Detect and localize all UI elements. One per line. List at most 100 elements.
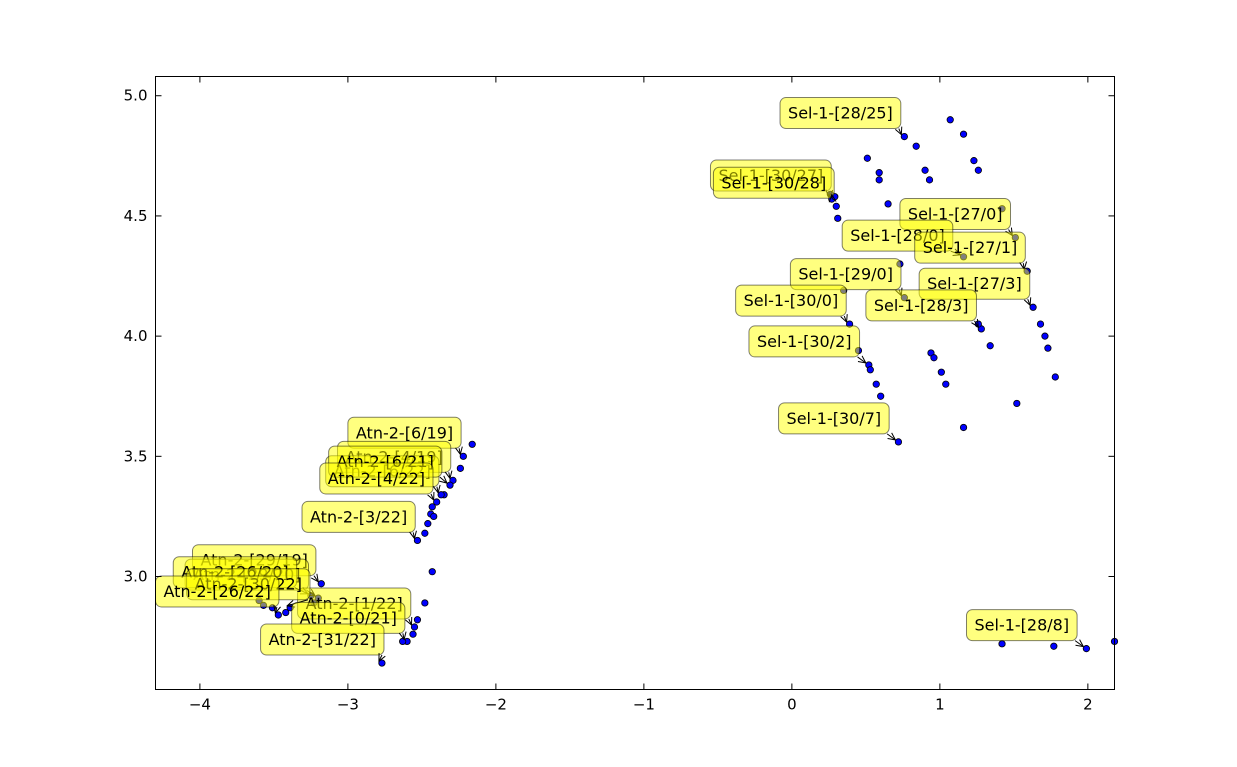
x-tick-label: −2 xyxy=(485,696,507,714)
annotation-box xyxy=(712,166,835,199)
annotation-arrowhead xyxy=(840,314,848,324)
annotation-arrow xyxy=(1074,640,1084,648)
data-point xyxy=(468,440,476,448)
data-point xyxy=(959,423,968,432)
data-point xyxy=(863,154,871,162)
data-point xyxy=(900,132,908,141)
y-tick-label: 5.0 xyxy=(124,87,148,105)
annotation-box xyxy=(914,231,1026,264)
annotation-arrow xyxy=(313,575,319,583)
data-point xyxy=(877,392,885,400)
data-point xyxy=(946,116,954,124)
data-point xyxy=(959,130,968,138)
annotation-arrowhead xyxy=(427,491,435,502)
data-point xyxy=(446,481,454,489)
x-tick-label: −3 xyxy=(337,696,359,714)
data-point xyxy=(937,368,945,376)
data-point xyxy=(921,166,929,174)
annotation-label: Atn-2-[31/22] xyxy=(269,630,376,649)
data-point xyxy=(456,464,464,472)
y-tick-label: 3.0 xyxy=(124,568,148,586)
data-point xyxy=(430,512,438,521)
y-tick-label: 4.0 xyxy=(124,327,148,345)
annotation-arrowhead xyxy=(887,432,897,441)
annotation: Atn-2-[31/22] xyxy=(260,623,386,663)
annotation-box xyxy=(319,462,434,495)
annotation-arrow xyxy=(857,356,867,364)
annotation-box xyxy=(735,284,847,317)
annotation: Sel-1-[30/0] xyxy=(735,284,848,324)
annotation: Sel-1-[29/0] xyxy=(789,258,903,297)
data-point xyxy=(875,169,883,177)
annotation-label: Atn-2-[4/22] xyxy=(328,469,425,488)
annotation-arrowhead xyxy=(378,653,386,663)
annotation-arrow xyxy=(974,320,979,328)
annotation: Sel-1-[30/2] xyxy=(748,325,867,364)
annotation-arrowhead xyxy=(971,318,979,328)
annotation-arrowhead xyxy=(398,631,407,641)
data-point xyxy=(912,142,920,150)
annotation-arrowhead xyxy=(1023,297,1032,307)
data-point xyxy=(413,536,422,545)
data-point xyxy=(282,608,290,617)
annotation-arrowhead xyxy=(273,605,281,615)
plot-frame xyxy=(155,76,1115,690)
data-point xyxy=(399,637,407,646)
data-point xyxy=(1036,320,1045,328)
annotation-label: Sel-1-[27/1] xyxy=(923,238,1018,257)
data-point xyxy=(1050,642,1058,650)
annotation: Sel-1-[30/28] xyxy=(712,166,837,203)
data-point xyxy=(986,342,994,350)
annotation-label: Sel-1-[27/0] xyxy=(908,205,1003,224)
annotation: Sel-1-[28/3] xyxy=(865,289,979,328)
data-point xyxy=(970,157,978,165)
data-point xyxy=(1041,332,1049,340)
annotation-label: Sel-1-[30/2] xyxy=(757,332,852,351)
data-point xyxy=(317,580,325,588)
y-tick-label: 3.5 xyxy=(124,447,148,465)
annotation-box xyxy=(779,97,902,130)
data-point xyxy=(884,200,892,208)
data-point xyxy=(832,202,840,210)
annotation-arrowhead xyxy=(444,470,453,480)
annotation: Sel-1-[28/8] xyxy=(966,609,1085,648)
annotation-label: Sel-1-[30/0] xyxy=(744,291,839,310)
annotation-label: Sel-1-[28/8] xyxy=(975,616,1070,635)
annotation-arrowhead xyxy=(455,446,463,456)
annotation: Atn-2-[6/19] xyxy=(347,416,463,456)
data-point xyxy=(894,438,903,446)
data-point xyxy=(459,452,467,460)
annotation-label: Sel-1-[29/0] xyxy=(798,265,893,284)
x-tick-label: 1 xyxy=(935,696,945,714)
data-point xyxy=(424,520,432,528)
annotation-arrowhead xyxy=(828,193,837,203)
annotation-box xyxy=(260,623,385,656)
annotation-arrowhead xyxy=(409,530,417,540)
data-point xyxy=(413,616,422,624)
data-point xyxy=(875,176,883,184)
x-tick-label: 2 xyxy=(1083,696,1093,714)
data-point xyxy=(1044,344,1052,352)
data-point xyxy=(410,623,419,631)
data-point xyxy=(1029,303,1037,311)
x-axis-ticks: −4 −3 −2 −1 0 1 2 xyxy=(189,76,1093,714)
annotation-label: Atn-2-[0/21] xyxy=(300,608,397,627)
annotation-label: Sel-1-[30/28] xyxy=(721,173,826,192)
annotation-label: Sel-1-[30/7] xyxy=(787,409,882,428)
annotation-label: Atn-2-[26/22] xyxy=(164,582,271,601)
annotation-arrowhead xyxy=(857,355,867,364)
annotation-arrow xyxy=(439,476,448,484)
data-point xyxy=(974,166,982,174)
data-point xyxy=(428,568,436,576)
axes xyxy=(155,76,1115,690)
x-tick-label: −1 xyxy=(633,696,655,714)
annotation-arrowhead xyxy=(310,573,319,583)
data-point xyxy=(437,491,445,499)
annotation-arrowhead xyxy=(432,484,441,494)
annotation-arrowhead xyxy=(439,475,448,484)
data-point xyxy=(274,611,282,619)
annotation-label: Sel-1-[28/3] xyxy=(874,296,969,315)
y-axis-ticks: 3.0 3.5 4.0 4.5 5.0 xyxy=(124,87,1115,586)
data-point xyxy=(872,380,880,388)
